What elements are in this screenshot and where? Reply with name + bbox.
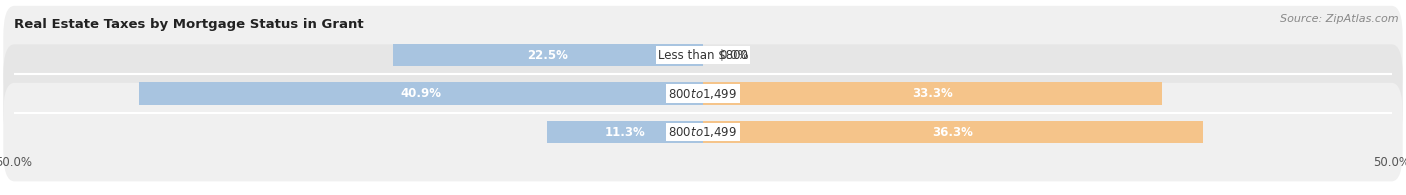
Text: 11.3%: 11.3% [605, 126, 645, 139]
Bar [703, 121, 1204, 143]
Text: 0.0%: 0.0% [720, 49, 749, 62]
Bar [139, 82, 703, 105]
Text: 33.3%: 33.3% [912, 87, 953, 100]
Bar [392, 44, 703, 66]
FancyBboxPatch shape [3, 83, 1403, 181]
FancyBboxPatch shape [3, 44, 1403, 143]
Text: 36.3%: 36.3% [932, 126, 973, 139]
Text: Less than $800: Less than $800 [658, 49, 748, 62]
Text: $800 to $1,499: $800 to $1,499 [668, 125, 738, 139]
Text: Real Estate Taxes by Mortgage Status in Grant: Real Estate Taxes by Mortgage Status in … [14, 18, 364, 31]
Bar [547, 121, 703, 143]
Text: $800 to $1,499: $800 to $1,499 [668, 87, 738, 101]
Text: 22.5%: 22.5% [527, 49, 568, 62]
Text: Source: ZipAtlas.com: Source: ZipAtlas.com [1281, 14, 1399, 24]
Bar [703, 82, 1161, 105]
FancyBboxPatch shape [3, 6, 1403, 104]
Text: 40.9%: 40.9% [401, 87, 441, 100]
